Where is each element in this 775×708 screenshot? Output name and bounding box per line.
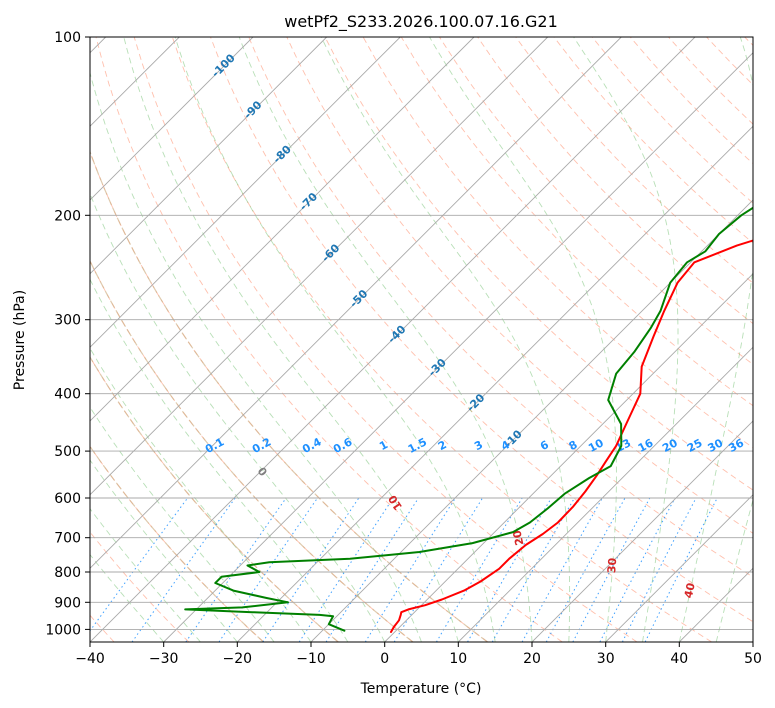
plot-frame (89, 36, 754, 643)
isotherm-line (310, 199, 753, 642)
y-tick-label: 800 (54, 565, 81, 581)
isotherm-line (90, 37, 549, 496)
isotherm-line (90, 37, 622, 569)
x-tick-label: 10 (449, 651, 467, 667)
mixing-ratio-line (393, 497, 483, 642)
mixing-ratio-label: 25 (685, 436, 705, 455)
moist-adiabat-line (90, 192, 386, 642)
x-tick-label: −10 (296, 651, 326, 667)
moist-adiabat-line (320, 37, 571, 642)
mixing-ratio-label: 30 (706, 436, 726, 455)
mixing-ratio-label: 36 (726, 436, 746, 455)
y-tick-label: 200 (54, 208, 81, 224)
moist-adiabat-label: 40 (682, 581, 698, 599)
x-tick-label: 50 (744, 651, 762, 667)
isotherm-line (90, 37, 401, 348)
x-tick-label: −20 (223, 651, 253, 667)
moist-adiabat-line (90, 406, 275, 642)
x-tick-label: 0 (380, 651, 389, 667)
dry-adiabat-line (286, 37, 753, 534)
y-tick-label: 700 (54, 531, 81, 547)
dewpoint-profile-line (184, 206, 753, 632)
isotherm-line (90, 37, 328, 275)
x-tick-label: 30 (597, 651, 615, 667)
y-tick-label: 300 (54, 313, 81, 329)
dry-adiabat-line (171, 37, 712, 642)
mixing-ratio-label: 16 (636, 436, 656, 455)
isotherm-line (531, 420, 753, 642)
moist-adiabat-line (123, 37, 459, 642)
x-tick-label: 20 (523, 651, 541, 667)
dry-adiabat-line (248, 37, 753, 578)
isotherm-line (457, 346, 753, 642)
dry-adiabat-line (95, 37, 563, 642)
chart-title: wetPf2_S233.2026.100.07.16.G21 (284, 12, 558, 32)
dry-adiabat-line (210, 37, 753, 623)
moist-adiabat-line (678, 37, 753, 642)
y-axis-label: Pressure (hPa) (12, 290, 28, 390)
x-axis-label: Temperature (°C) (360, 681, 482, 697)
moist-adiabat-line (174, 37, 496, 642)
moist-adiabat-line (715, 498, 753, 642)
y-tick-label: 1000 (45, 622, 81, 638)
temperature-profile-line (390, 239, 753, 633)
x-tick-label: −30 (149, 651, 179, 667)
y-tick-label: 600 (54, 491, 81, 507)
mixing-ratio-line (467, 497, 552, 642)
isotherm-line (90, 37, 475, 422)
mixing-ratio-line (491, 497, 575, 642)
moist-adiabat-label: 20 (510, 529, 526, 547)
isotherm-line (605, 494, 753, 642)
isotherm-line (384, 273, 753, 642)
dry-adiabat-line (90, 259, 414, 642)
mixing-ratio-line (298, 497, 394, 642)
y-tick-label: 900 (54, 595, 81, 611)
mixing-ratio-label: 10 (586, 436, 606, 455)
y-tick-label: 100 (54, 30, 81, 46)
mixing-ratio-line (262, 497, 360, 642)
moist-adiabat-line (90, 71, 422, 642)
mixing-ratio-line (185, 497, 287, 642)
moist-adiabat-label: 30 (605, 557, 619, 574)
x-tick-label: 40 (670, 651, 688, 667)
y-tick-label: 400 (54, 387, 81, 403)
moist-adiabat-line (238, 37, 533, 642)
mixing-ratio-line (325, 497, 419, 642)
moist-adiabat-line (429, 37, 617, 642)
mixing-ratio-line (364, 497, 456, 642)
dry-adiabat-line (324, 37, 753, 491)
mixing-ratio-line (644, 497, 718, 642)
mixing-ratio-label: 20 (660, 436, 680, 455)
moist-adiabat-line (90, 553, 165, 642)
isotherm-line (236, 125, 753, 642)
mixing-ratio-line (131, 497, 236, 642)
isotherm-line (90, 37, 696, 642)
y-tick-label: 500 (54, 444, 81, 460)
boundary-adiabat-line (90, 445, 264, 642)
boundary-adiabat-line (90, 259, 414, 642)
moist-adiabat-line (573, 37, 679, 642)
mixing-ratio-line (218, 497, 318, 642)
mixing-ratio-line (90, 497, 189, 632)
isotherm-line (90, 37, 254, 201)
dry-adiabat-line (133, 37, 638, 642)
moist-adiabat-line (90, 459, 238, 642)
dry-adiabat-line (515, 37, 753, 284)
moist-adiabat-line (90, 507, 201, 642)
moist-adiabat-line (90, 278, 349, 642)
boundary-adiabat-line (90, 150, 488, 642)
x-tick-label: −40 (75, 651, 105, 667)
isotherm-line (163, 52, 753, 642)
